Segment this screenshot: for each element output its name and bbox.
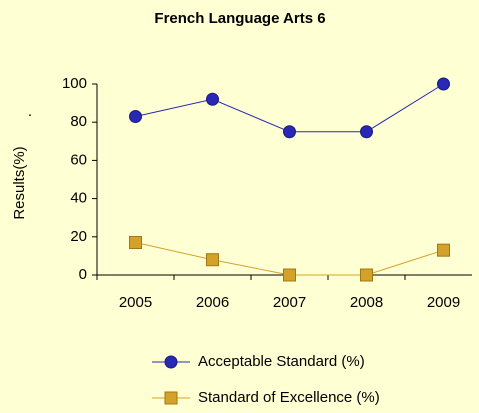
data-point [360, 125, 373, 139]
data-point [129, 236, 142, 250]
x-tick-label: 2008 [350, 294, 383, 311]
data-point [206, 92, 219, 106]
legend-label: Standard of Excellence (%) [198, 389, 380, 406]
chart-title: French Language Arts 6 [154, 10, 325, 27]
x-tick-label: 2007 [273, 294, 306, 311]
series-line [135, 83, 444, 133]
data-point [437, 243, 450, 257]
legend-label: Acceptable Standard (%) [198, 353, 365, 370]
legend-marker [164, 391, 178, 405]
x-tick-label: 2006 [196, 294, 229, 311]
x-tick-label: 2009 [427, 294, 460, 311]
data-point [437, 77, 450, 91]
y-tick-label: 0 [79, 266, 87, 283]
data-point [129, 109, 142, 123]
x-tick-label: 2005 [119, 294, 152, 311]
legend-marker [164, 355, 178, 369]
data-point [360, 268, 373, 282]
annotation: . [28, 103, 32, 120]
data-point [206, 253, 219, 267]
y-tick-label: 20 [70, 228, 87, 245]
y-tick-label: 100 [62, 75, 87, 92]
y-axis-label: Results(%) [11, 146, 28, 219]
y-tick-label: 40 [70, 190, 87, 207]
y-tick-label: 80 [70, 113, 87, 130]
data-point [283, 125, 296, 139]
data-point [283, 268, 296, 282]
y-tick-label: 60 [70, 151, 87, 168]
